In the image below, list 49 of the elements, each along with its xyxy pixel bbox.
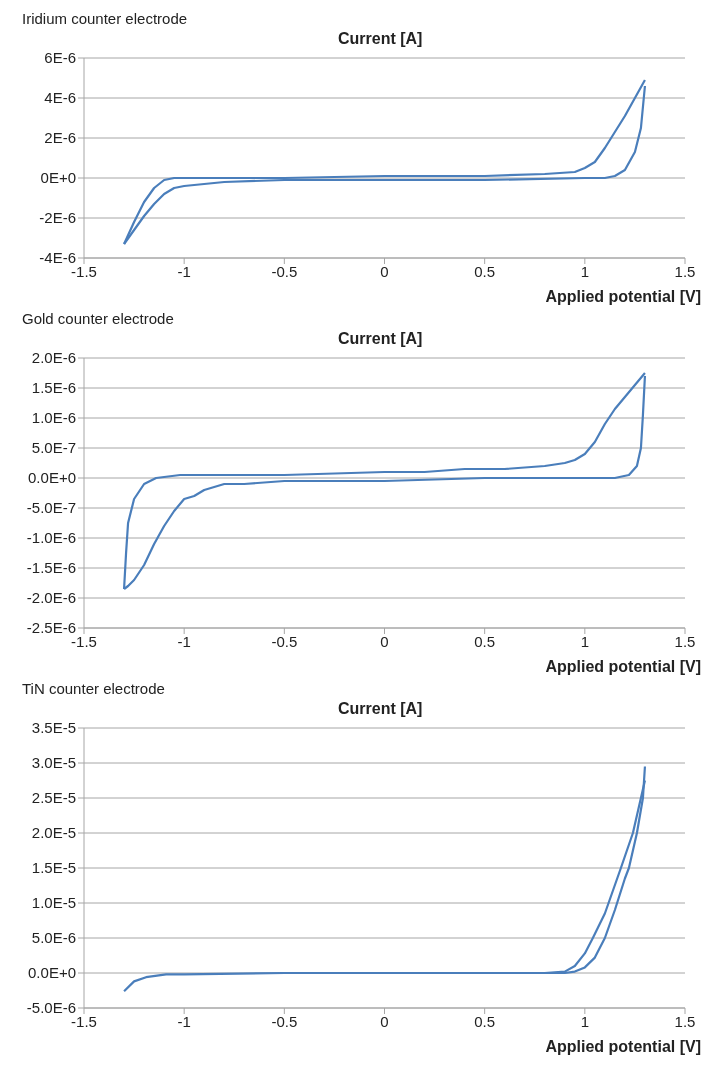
y-axis-title: Current [A] <box>338 330 423 348</box>
y-tick-label: -2E-6 <box>39 209 76 227</box>
x-tick-label: -1 <box>177 1012 191 1030</box>
x-tick-label: -0.5 <box>271 632 298 650</box>
y-tick-label: 1.0E-6 <box>31 409 76 427</box>
x-tick-label: -1 <box>177 632 191 650</box>
chart-title: Iridium counter electrode <box>22 10 188 27</box>
x-tick-label: -1 <box>177 262 191 280</box>
x-tick-label: -0.5 <box>271 1012 298 1030</box>
y-tick-label: 2E-6 <box>44 129 76 147</box>
x-axis-title: Applied potential [V] <box>545 658 701 676</box>
y-tick-label: 1.5E-6 <box>31 379 76 397</box>
x-tick-label: 0 <box>380 1012 389 1030</box>
y-tick-label: 5.0E-7 <box>31 439 76 457</box>
x-tick-label: 1 <box>580 262 590 280</box>
x-tick-label: 1 <box>580 632 590 650</box>
chart-title: Gold counter electrode <box>22 310 174 327</box>
y-tick-label: 5.0E-6 <box>31 929 76 947</box>
y-tick-label: 0.0E+0 <box>28 469 76 487</box>
y-tick-label: -5.0E-7 <box>26 499 76 517</box>
x-tick-label: 0 <box>380 632 389 650</box>
x-tick-label: 1.5 <box>674 1012 696 1030</box>
y-tick-label: 1.0E-5 <box>31 894 76 912</box>
y-axis-title: Current [A] <box>338 30 423 48</box>
x-tick-label: 1.5 <box>674 632 696 650</box>
y-tick-label: -1.0E-6 <box>26 529 76 547</box>
y-axis-title: Current [A] <box>338 700 423 718</box>
y-tick-label: -2.0E-6 <box>26 589 76 607</box>
y-tick-label: 0E+0 <box>40 169 76 187</box>
chart-title: TiN counter electrode <box>22 680 165 697</box>
y-tick-label: 1.5E-5 <box>31 859 76 877</box>
y-tick-label: 3.0E-5 <box>31 754 76 772</box>
x-axis-title: Applied potential [V] <box>545 288 701 306</box>
y-tick-label: 2.0E-6 <box>31 349 76 367</box>
y-tick-label: 2.0E-5 <box>31 824 76 842</box>
y-tick-label: 0.0E+0 <box>28 964 76 982</box>
x-tick-label: 0.5 <box>474 632 496 650</box>
x-tick-label: 0 <box>380 262 389 280</box>
x-tick-label: 0.5 <box>474 1012 496 1030</box>
x-tick-label: 1 <box>580 1012 590 1030</box>
y-tick-label: 2.5E-5 <box>31 789 76 807</box>
y-tick-label: 4E-6 <box>44 89 76 107</box>
x-tick-label: 0.5 <box>474 262 496 280</box>
y-tick-label: 3.5E-5 <box>31 719 76 737</box>
y-tick-label: 6E-6 <box>44 49 76 67</box>
x-tick-label: 1.5 <box>674 262 696 280</box>
y-tick-label: -1.5E-6 <box>26 559 76 577</box>
x-tick-label: -0.5 <box>271 262 298 280</box>
x-axis-title: Applied potential [V] <box>545 1038 701 1056</box>
